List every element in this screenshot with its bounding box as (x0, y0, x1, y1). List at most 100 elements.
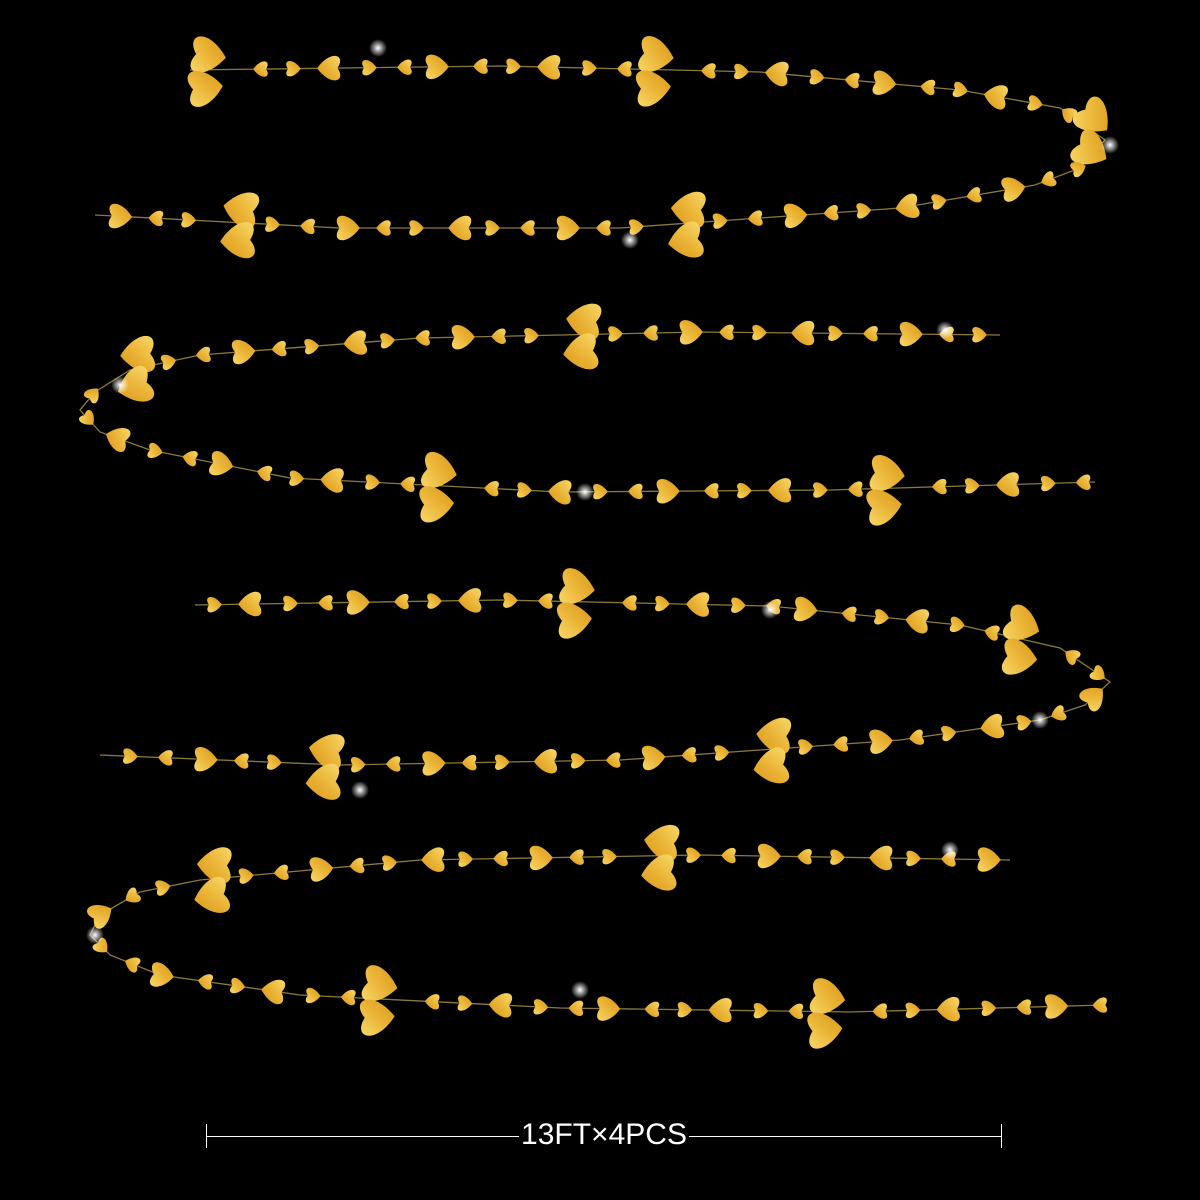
small-heart-icon (809, 69, 825, 85)
large-heart-icon (807, 1012, 843, 1049)
small-heart-icon (704, 483, 719, 499)
dimension-tick-right (1001, 1124, 1002, 1148)
small-heart-icon (382, 855, 397, 871)
heart-icon (768, 478, 792, 503)
small-heart-icon (681, 747, 697, 763)
small-heart-icon (1016, 999, 1032, 1015)
heart-icon (765, 61, 789, 87)
heart-icon (793, 596, 818, 622)
heart-icon (458, 588, 482, 613)
small-heart-icon (622, 595, 637, 611)
small-heart-icon (155, 880, 171, 896)
sparkle-icon (941, 841, 959, 859)
small-heart-icon (286, 61, 301, 77)
large-heart-icon (635, 70, 671, 107)
large-heart-icon (1001, 638, 1038, 675)
small-heart-icon (305, 987, 321, 1004)
small-heart-icon (506, 58, 521, 74)
small-heart-icon (788, 1003, 804, 1019)
large-heart-icon (638, 35, 674, 73)
heart-icon (895, 193, 920, 218)
small-heart-icon (747, 210, 763, 226)
heart-icon (641, 745, 666, 771)
small-heart-icon (461, 754, 477, 771)
heart-icon (529, 845, 553, 871)
small-heart-icon (79, 409, 94, 425)
heart-icon (261, 979, 286, 1005)
small-heart-icon (1092, 997, 1108, 1013)
heart-icon (451, 325, 475, 350)
small-heart-icon (932, 478, 947, 495)
large-heart-icon (223, 192, 260, 229)
small-heart-icon (253, 61, 268, 77)
small-heart-icon (617, 61, 632, 77)
small-heart-icon (424, 994, 440, 1010)
heart-icon (87, 904, 112, 929)
large-heart-icon (641, 854, 677, 891)
small-heart-icon (686, 847, 701, 863)
sparkle-icon (576, 483, 594, 501)
large-heart-icon (220, 222, 255, 259)
large-heart-icon (753, 747, 789, 784)
small-heart-icon (828, 325, 843, 341)
large-heart-icon (419, 486, 455, 523)
small-heart-icon (394, 593, 409, 610)
small-heart-icon (1040, 475, 1056, 492)
heart-icon (783, 203, 808, 229)
heart-icon (791, 320, 815, 346)
small-heart-icon (125, 957, 141, 973)
small-heart-icon (491, 328, 506, 344)
small-heart-icon (984, 625, 1000, 641)
heart-icon (209, 451, 234, 476)
small-heart-icon (981, 1000, 997, 1016)
heart-icon (336, 215, 360, 241)
sparkle-icon (621, 231, 639, 249)
large-heart-icon (1072, 96, 1108, 132)
heart-icon (869, 729, 893, 754)
small-heart-icon (1075, 474, 1091, 490)
small-heart-icon (841, 606, 857, 622)
small-heart-icon (283, 595, 298, 612)
small-heart-icon (485, 220, 500, 236)
small-heart-icon (533, 999, 549, 1015)
heart-icon (231, 340, 256, 365)
small-heart-icon (798, 739, 813, 755)
heart-icon (708, 998, 732, 1023)
small-heart-icon (362, 60, 377, 76)
small-heart-icon (570, 753, 586, 769)
large-heart-icon (1070, 129, 1107, 165)
heart-icon (1044, 994, 1069, 1019)
small-heart-icon (503, 592, 518, 608)
small-heart-icon (712, 213, 728, 229)
small-heart-icon (830, 849, 845, 865)
small-heart-icon (524, 328, 539, 344)
small-heart-icon (848, 481, 863, 497)
small-heart-icon (813, 482, 828, 498)
large-heart-icon (359, 999, 395, 1036)
heart-icon (686, 592, 710, 617)
small-heart-icon (966, 187, 982, 203)
sparkle-icon (1031, 711, 1049, 729)
large-heart-icon (1002, 604, 1040, 641)
small-heart-icon (318, 595, 333, 611)
heart-icon (757, 843, 781, 869)
small-heart-icon (415, 330, 430, 346)
small-heart-icon (1089, 665, 1105, 680)
small-heart-icon (266, 754, 282, 770)
small-heart-icon (605, 752, 621, 768)
small-heart-icon (538, 593, 553, 609)
heart-icon (1079, 687, 1103, 712)
heart-icon (533, 749, 558, 774)
small-heart-icon (1041, 171, 1057, 187)
large-heart-icon (117, 365, 155, 402)
small-heart-icon (1065, 650, 1081, 665)
small-heart-icon (349, 857, 365, 873)
heart-icon (656, 479, 680, 504)
small-heart-icon (628, 219, 644, 235)
sparkle-icon (111, 376, 129, 394)
small-heart-icon (350, 757, 366, 773)
small-heart-icon (582, 60, 597, 76)
heart-icon (872, 70, 897, 95)
small-heart-icon (238, 868, 254, 884)
small-heart-icon (602, 849, 617, 865)
